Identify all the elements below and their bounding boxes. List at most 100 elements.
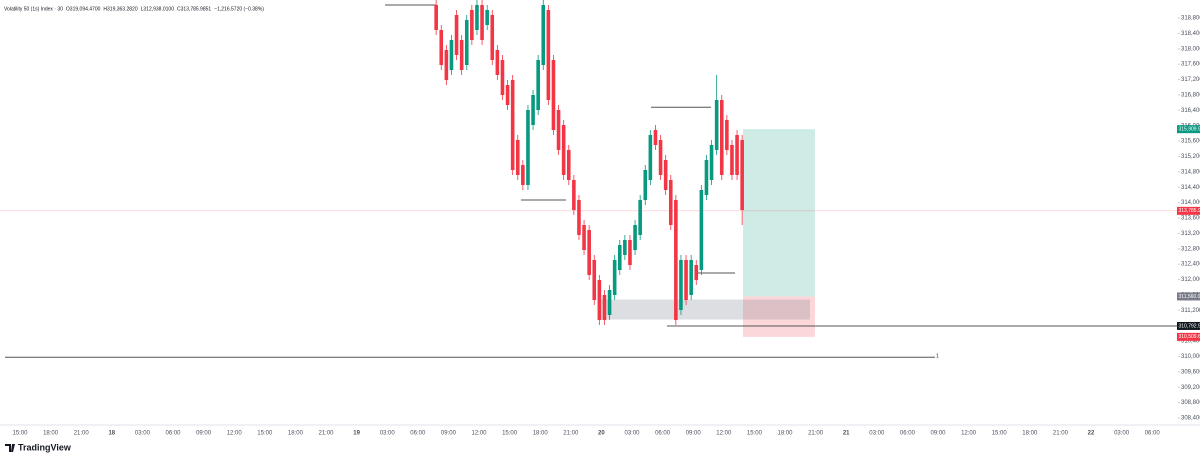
candle-body bbox=[531, 95, 535, 125]
candle-body bbox=[556, 110, 561, 150]
x-tick-label: 06:00 bbox=[410, 431, 426, 437]
candle-body bbox=[490, 15, 495, 60]
candle-body bbox=[709, 145, 714, 180]
candle-body bbox=[485, 10, 489, 25]
y-tick-label: 318,000.0000 bbox=[1181, 46, 1200, 52]
candle-body bbox=[663, 160, 668, 190]
x-tick-label: 21 bbox=[843, 431, 850, 437]
y-tick-label: 314,400.0000 bbox=[1181, 185, 1200, 191]
candle-body bbox=[526, 110, 530, 185]
candle-body bbox=[515, 140, 520, 175]
candle-body bbox=[674, 200, 678, 320]
candle-body bbox=[719, 100, 724, 175]
candle-body bbox=[617, 245, 622, 270]
y-tick-label: 318,400.0000 bbox=[1181, 31, 1200, 37]
x-tick-label: 06:00 bbox=[655, 431, 671, 437]
brand: TradingView bbox=[18, 442, 72, 452]
position-target-zone bbox=[743, 129, 815, 297]
x-tick-label: 03:00 bbox=[624, 431, 640, 437]
candle-body bbox=[735, 135, 739, 175]
candle-body bbox=[464, 20, 469, 65]
candle-body bbox=[495, 50, 500, 75]
x-tick-label: 15:00 bbox=[12, 431, 28, 437]
candle-body bbox=[607, 290, 612, 315]
y-tick-label: 313,600.0000 bbox=[1181, 216, 1200, 222]
candle-body bbox=[561, 125, 566, 175]
candle-body bbox=[648, 135, 653, 180]
candle-body bbox=[679, 260, 683, 310]
x-tick-label: 15:00 bbox=[502, 431, 518, 437]
entry-price-label: 311,560.0000 bbox=[1179, 294, 1200, 300]
y-tick-label: 312,400.0000 bbox=[1181, 262, 1200, 268]
x-tick-label: 18:00 bbox=[1022, 431, 1038, 437]
candle-body bbox=[628, 240, 632, 265]
entry-price-label-box bbox=[1177, 292, 1200, 301]
candle-body bbox=[459, 40, 464, 70]
candle-body bbox=[505, 85, 510, 105]
x-tick-label: 15:00 bbox=[257, 431, 273, 437]
x-tick-label: 12:00 bbox=[227, 431, 243, 437]
x-tick-label: 09:00 bbox=[686, 431, 702, 437]
x-tick-label: 18:00 bbox=[288, 431, 304, 437]
candle-body bbox=[454, 15, 459, 55]
x-tick-label: 12:00 bbox=[471, 431, 487, 437]
candle-body bbox=[434, 5, 438, 30]
x-tick-label: 18 bbox=[108, 431, 115, 437]
candle-body bbox=[612, 260, 617, 295]
candle-body bbox=[510, 80, 515, 170]
x-tick-label: 21:00 bbox=[74, 431, 90, 437]
y-tick-label: 312,000.0000 bbox=[1181, 277, 1200, 283]
candle-body bbox=[500, 60, 505, 95]
x-tick-label: 21:00 bbox=[563, 431, 579, 437]
position-stop-zone bbox=[743, 296, 815, 337]
y-tick-label: 318,800.0000 bbox=[1181, 16, 1200, 22]
y-tick-label: 315,600.0000 bbox=[1181, 139, 1200, 145]
candle-body bbox=[577, 200, 581, 235]
candle-body bbox=[541, 5, 546, 65]
logo bbox=[5, 444, 15, 452]
candle-body bbox=[546, 10, 551, 100]
price-label: 310,792.9978 bbox=[1179, 323, 1200, 329]
candle-body bbox=[668, 180, 673, 225]
candle-body bbox=[470, 10, 474, 40]
y-tick-label: 308,800.0000 bbox=[1181, 400, 1200, 406]
y-tick-label: 314,800.0000 bbox=[1181, 169, 1200, 175]
target-price-label: 315,909.9383 bbox=[1179, 126, 1200, 132]
y-tick-label: 310,000.0000 bbox=[1181, 354, 1200, 360]
x-tick-label: 06:00 bbox=[165, 431, 181, 437]
y-tick-label: 308,400.0000 bbox=[1181, 416, 1200, 422]
stop-price-label: 310,509.6000 bbox=[1179, 334, 1200, 340]
x-tick-label: 20 bbox=[598, 431, 605, 437]
price-label: 313,785.9851 bbox=[1179, 208, 1200, 214]
candle-body bbox=[597, 280, 602, 320]
y-tick-label: 315,200.0000 bbox=[1181, 154, 1200, 160]
legend-item: Volatility 50 (1s) Index · 30 bbox=[4, 6, 63, 12]
candle-body bbox=[714, 100, 719, 150]
candle-body bbox=[566, 150, 571, 180]
candle-body bbox=[444, 50, 449, 80]
candle-body bbox=[449, 40, 454, 70]
candle-body bbox=[643, 170, 648, 200]
x-tick-label: 09:00 bbox=[441, 431, 457, 437]
x-tick-label: 06:00 bbox=[900, 431, 916, 437]
x-tick-label: 12:00 bbox=[961, 431, 977, 437]
y-tick-label: 309,200.0000 bbox=[1181, 385, 1200, 391]
stop-price-label-box bbox=[1177, 332, 1200, 341]
candle-body bbox=[582, 225, 586, 250]
candle-body bbox=[653, 130, 658, 145]
candle-body bbox=[694, 265, 699, 280]
x-tick-label: 03:00 bbox=[380, 431, 396, 437]
target-price-label-box bbox=[1177, 125, 1200, 134]
candle-body bbox=[587, 230, 591, 275]
x-tick-label: 18:00 bbox=[777, 431, 793, 437]
x-tick-label: 18:00 bbox=[43, 431, 59, 437]
candle-body bbox=[704, 160, 709, 195]
x-tick-label: 22 bbox=[1088, 431, 1095, 437]
legend-item: −1,216.5720 (−0.38%) bbox=[214, 6, 264, 12]
legend-item: H319,363.2820 bbox=[103, 6, 137, 12]
candle-body bbox=[439, 30, 444, 65]
x-tick-label: 21:00 bbox=[318, 431, 334, 437]
x-tick-label: 15:00 bbox=[747, 431, 763, 437]
legend-item: C313,785.9851 bbox=[177, 6, 211, 12]
candle-body bbox=[572, 180, 576, 210]
